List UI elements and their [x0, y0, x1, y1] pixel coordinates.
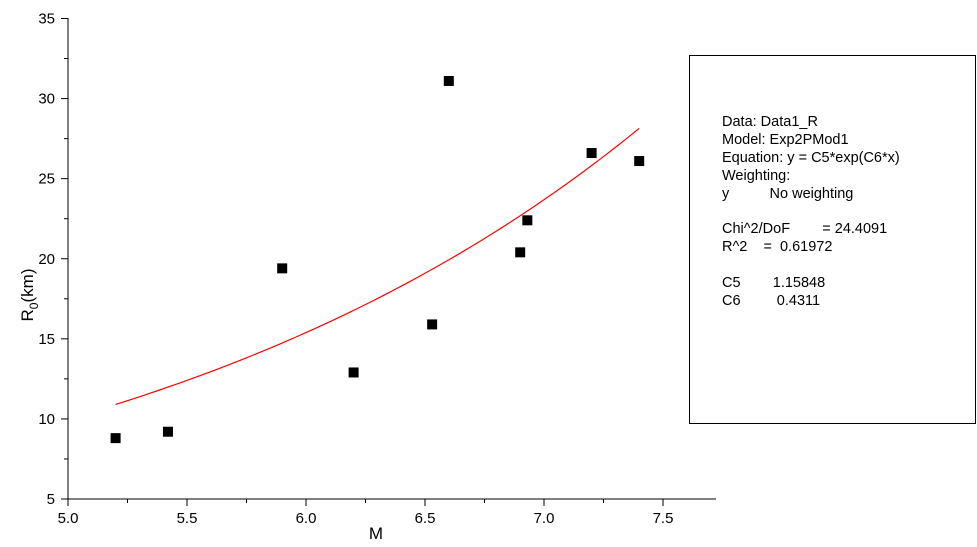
- x-tick-label: 5.0: [58, 510, 79, 527]
- fit-chi2-label: Chi^2/DoF = 24.4091: [722, 221, 888, 237]
- y-tick-label: 30: [38, 91, 55, 108]
- x-axis-title: M: [369, 524, 383, 543]
- y-tick-label: 20: [38, 251, 55, 268]
- y-tick-label: 15: [38, 331, 55, 348]
- y-tick-label: 10: [38, 411, 55, 428]
- y-axis-title-sub: 0: [27, 302, 41, 309]
- y-tick-label: 35: [38, 11, 55, 28]
- y-tick-label: 5: [47, 491, 55, 508]
- fit-weighting-y-label: y No weighting: [722, 186, 854, 202]
- fit-c5-label: C5 1.15848: [722, 275, 826, 291]
- data-point: [634, 156, 645, 167]
- data-point: [586, 148, 597, 159]
- data-point: [162, 426, 173, 437]
- data-point: [277, 263, 288, 274]
- x-ticks: 5.0 5.5 6.0 6.5 7.0 7.5: [58, 499, 674, 527]
- x-tick-label: 7.5: [653, 510, 674, 527]
- x-tick-label: 7.0: [534, 510, 555, 527]
- data-points: [110, 75, 645, 444]
- y-tick-label: 25: [38, 171, 55, 188]
- data-point: [522, 215, 533, 226]
- data-point: [348, 367, 359, 378]
- data-point: [427, 319, 438, 330]
- y-axis-title: R0(km): [18, 269, 41, 322]
- fit-curve-line: [115, 127, 640, 406]
- x-tick-label: 6.0: [296, 510, 317, 527]
- fit-r2-label: R^2 = 0.61972: [722, 239, 833, 255]
- data-point: [515, 247, 526, 258]
- x-tick-label: 5.5: [177, 510, 198, 527]
- fit-equation-label: Equation: y = C5*exp(C6*x): [722, 150, 900, 166]
- y-axis-title-main: R: [18, 309, 37, 321]
- fit-c6-label: C6 0.4311: [722, 293, 821, 309]
- fit-info-box: Data: Data1_R Model: Exp2PMod1 Equation:…: [689, 55, 976, 424]
- data-point: [110, 433, 121, 444]
- y-ticks: 5 10 15 20 25 30 35: [38, 11, 68, 508]
- fit-data-label: Data: Data1_R: [722, 114, 818, 130]
- data-point: [443, 75, 454, 86]
- fit-model-label: Model: Exp2PMod1: [722, 132, 849, 148]
- y-axis-title-tail: (km): [18, 269, 37, 303]
- fit-weighting-label: Weighting:: [722, 168, 791, 184]
- x-tick-label: 6.5: [415, 510, 436, 527]
